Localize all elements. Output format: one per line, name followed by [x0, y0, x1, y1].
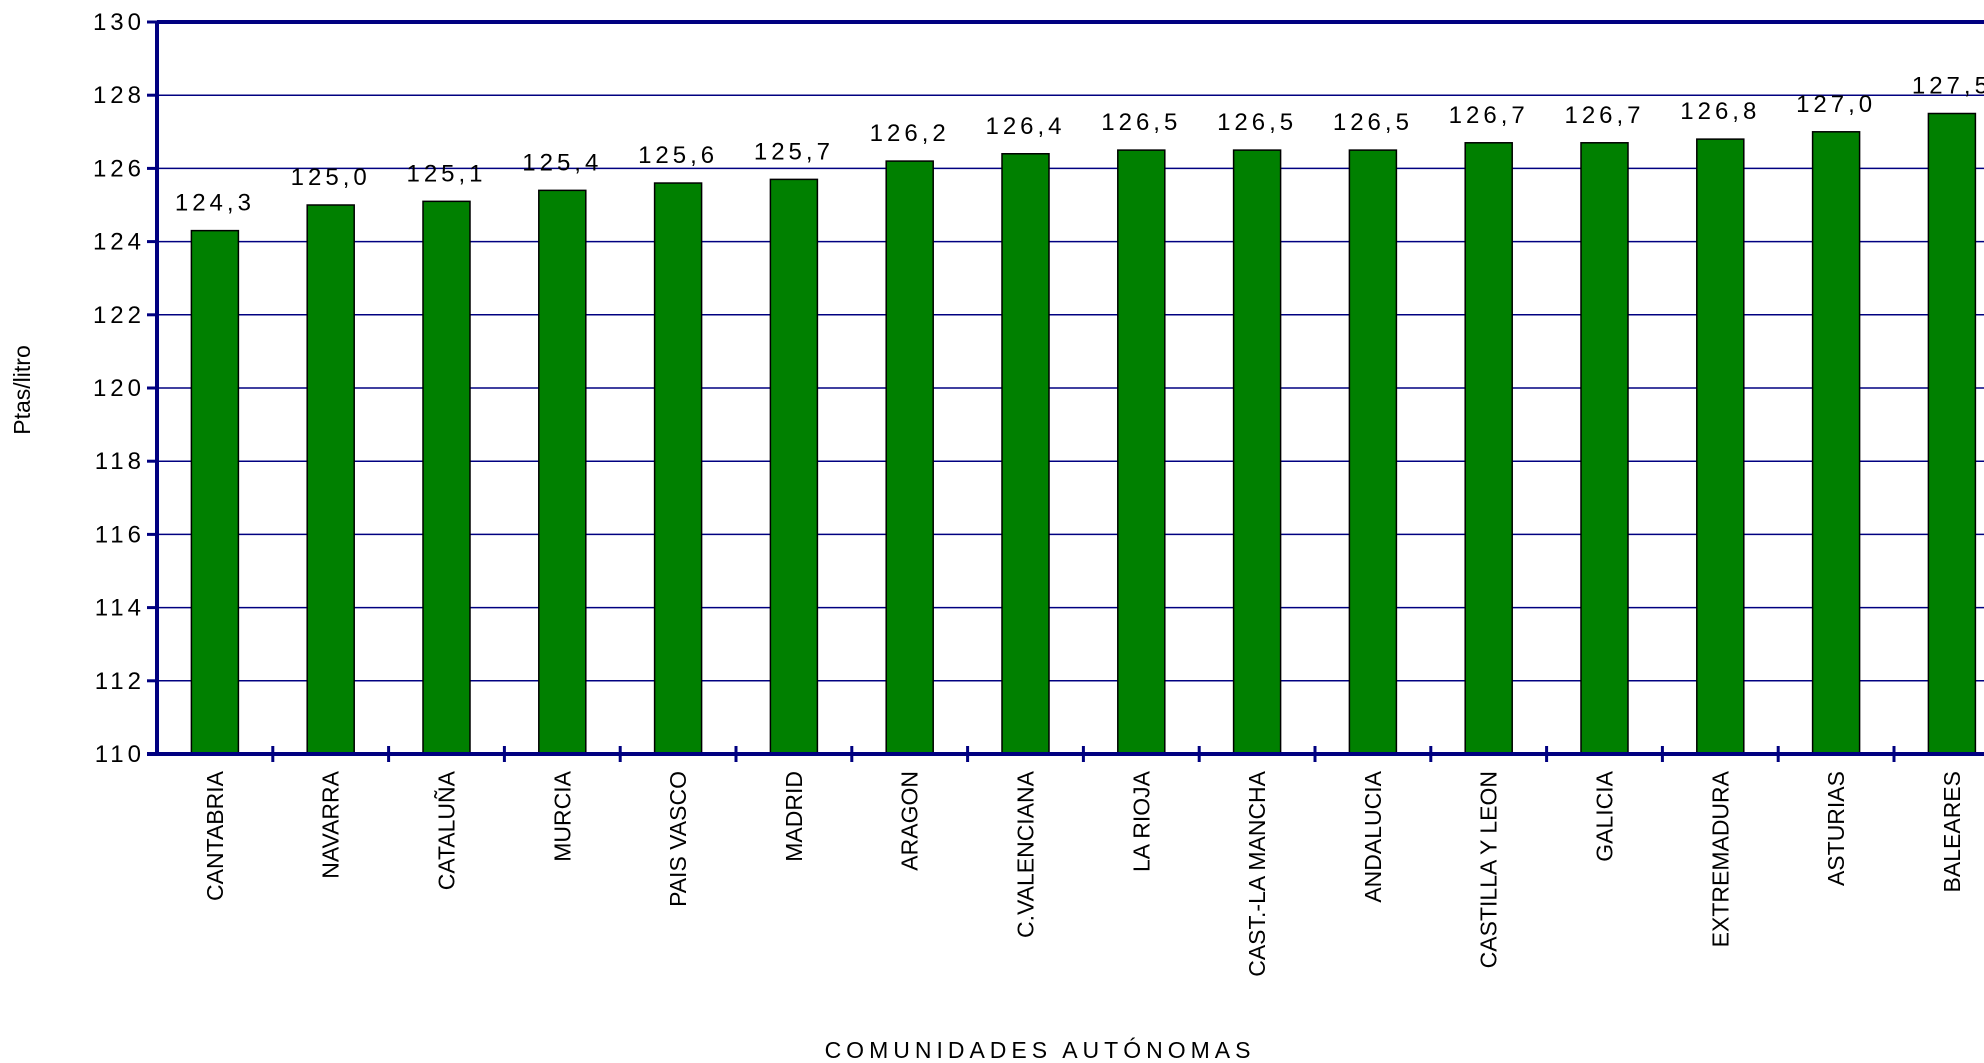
bars — [190, 112, 1977, 755]
y-tick-label: 114 — [95, 595, 145, 622]
axes — [147, 20, 1984, 762]
category-label: CAST.-LA MANCHA — [1244, 770, 1270, 976]
value-label: 127,5 — [1912, 73, 1984, 100]
bar — [1580, 142, 1629, 755]
x-axis-title: COMUNIDADES AUTÓNOMAS — [825, 1037, 1256, 1063]
category-label: BALEARES — [1939, 771, 1965, 892]
category-label: CASTILLA Y LEON — [1476, 771, 1502, 968]
bar — [538, 189, 587, 755]
y-tick-label: 112 — [95, 668, 145, 695]
y-tick-label: 110 — [95, 741, 145, 768]
category-label: MADRID — [781, 771, 807, 862]
category-label: EXTREMADURA — [1707, 770, 1733, 947]
y-tick-label: 126 — [93, 155, 145, 182]
bar — [190, 229, 240, 755]
value-label: 126,5 — [1101, 109, 1181, 136]
value-label: 126,2 — [870, 120, 950, 147]
value-label: 125,4 — [522, 149, 602, 176]
category-label: ASTURIAS — [1823, 771, 1849, 886]
y-tick-label: 130 — [93, 9, 145, 36]
bar — [1001, 153, 1050, 755]
value-label: 125,7 — [754, 138, 834, 165]
category-label: LA RIOJA — [1128, 770, 1154, 872]
category-label: CATALUÑA — [434, 770, 460, 890]
y-tick-label: 122 — [93, 302, 145, 329]
value-label: 126,5 — [1333, 109, 1413, 136]
value-label: 125,6 — [638, 142, 718, 169]
category-labels: CANTABRIA NAVARRA CATALUÑA MURCIA PAIS VASCO… — [202, 770, 1965, 976]
value-label: 124,3 — [175, 190, 255, 217]
y-tick-label: 120 — [93, 375, 145, 402]
category-label: ANDALUCIA — [1360, 770, 1386, 902]
y-axis-title: Ptas/litro — [9, 345, 35, 434]
bar — [1232, 149, 1282, 755]
bar — [306, 204, 355, 755]
category-label: MURCIA — [549, 770, 575, 861]
category-label: PAIS VASCO — [665, 771, 691, 907]
value-label: 126,7 — [1564, 102, 1644, 129]
y-tick-label: 116 — [95, 521, 145, 548]
y-tick-label: 118 — [95, 448, 145, 475]
bar — [1811, 131, 1861, 755]
y-tick-label: 124 — [93, 229, 145, 256]
value-label: 126,8 — [1680, 98, 1760, 125]
value-label: 126,5 — [1217, 109, 1297, 136]
y-tick-labels: 110 112 114 116 118 120 122 124 126 128 130 — [93, 9, 145, 768]
category-label: CANTABRIA — [202, 770, 228, 901]
value-label: 125,1 — [406, 160, 486, 187]
bar — [1696, 138, 1745, 755]
category-label: C.VALENCIANA — [1013, 770, 1039, 938]
value-labels: 124,3 125,0 125,1 125,4 125,6 125,7 126,2 126,4… — [175, 73, 1984, 217]
bar — [422, 200, 471, 755]
bar — [1464, 142, 1513, 755]
y-tick-label: 128 — [93, 82, 145, 109]
bar — [1348, 149, 1398, 755]
value-label: 125,0 — [291, 164, 371, 191]
bar — [653, 182, 703, 755]
bar — [885, 160, 934, 755]
value-label: 127,0 — [1796, 91, 1876, 118]
bar — [1927, 112, 1977, 755]
bar — [769, 178, 819, 755]
category-label: GALICIA — [1592, 770, 1618, 861]
category-label: NAVARRA — [318, 770, 344, 878]
value-label: 126,4 — [985, 113, 1065, 140]
bar — [1117, 149, 1166, 755]
value-label: 126,7 — [1449, 102, 1529, 129]
category-label: ARAGON — [897, 771, 923, 871]
